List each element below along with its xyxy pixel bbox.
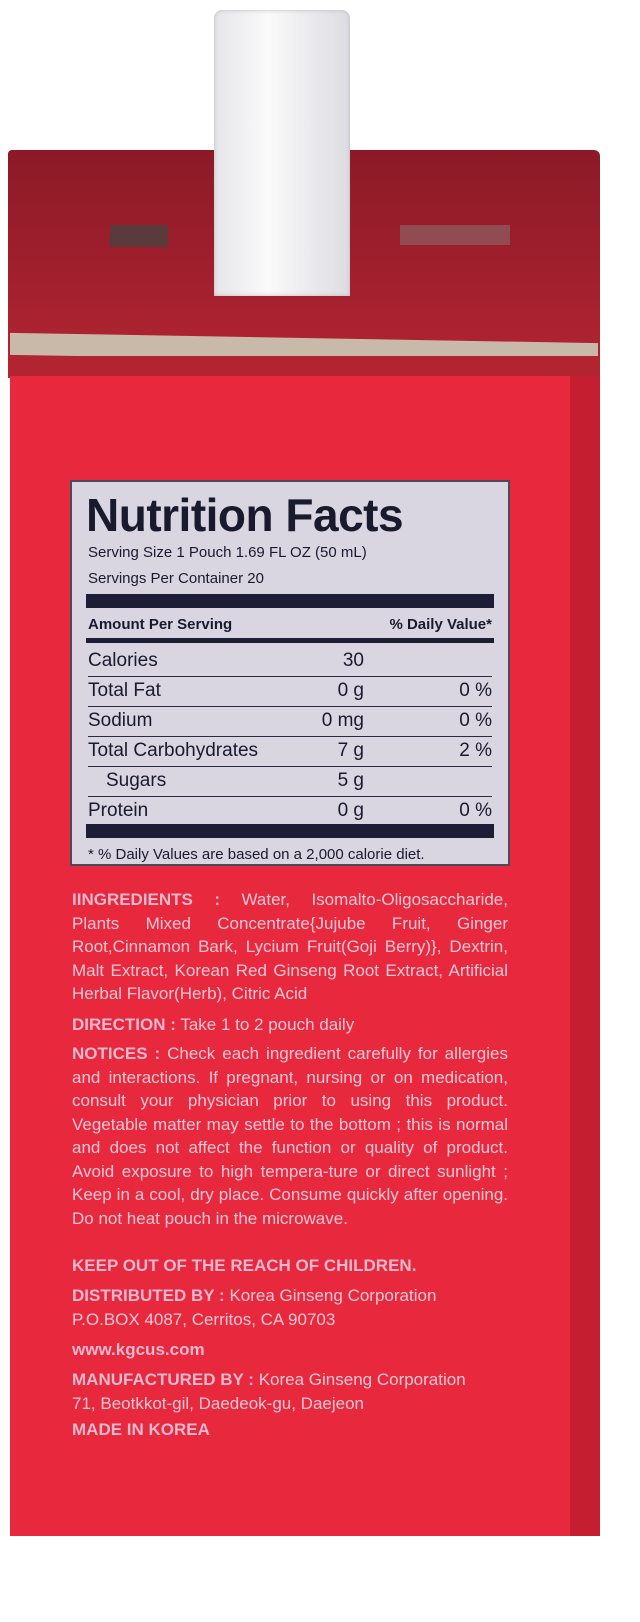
nutrient-dv: 0 % xyxy=(459,800,492,821)
dv-header: % Daily Value* xyxy=(389,616,492,633)
distributed-label: DISTRIBUTED BY : xyxy=(72,1286,225,1305)
nutrition-facts-panel: Nutrition Facts Serving Size 1 Pouch 1.6… xyxy=(70,480,510,866)
notices-text: Check each ingredient carefully for alle… xyxy=(72,1044,508,1228)
nutrient-amount: 0 g xyxy=(337,800,364,821)
direction: DIRECTION : Take 1 to 2 pouch daily xyxy=(72,1013,508,1037)
nutrient-dv: 0 % xyxy=(459,710,492,731)
ingredients: IINGREDIENTS : Water, Isomalto-Oligosacc… xyxy=(72,888,508,1006)
nutrient-amount: 0 mg xyxy=(321,710,364,731)
nutrient-row: Sodium 0 mg 0 % xyxy=(88,706,492,737)
nutrient-name: Total Carbohydrates xyxy=(88,740,259,761)
nutrient-row: Total Carbohydrates 7 g 2 % xyxy=(88,736,492,767)
nutrient-name: Sodium xyxy=(88,710,153,731)
warning: KEEP OUT OF THE REACH OF CHILDREN. xyxy=(72,1256,417,1275)
footnote: * % Daily Values are based on a 2,000 ca… xyxy=(88,846,425,863)
box-edge xyxy=(570,376,600,1536)
servings-per-container: Servings Per Container 20 xyxy=(88,570,264,587)
thick-divider xyxy=(86,594,494,608)
header-row: Amount Per Serving % Daily Value* xyxy=(88,616,492,633)
nutrient-dv: 2 % xyxy=(459,740,492,761)
nutrient-amount: 30 xyxy=(342,650,364,671)
website: www.kgcus.com xyxy=(72,1340,205,1359)
origin: MADE IN KOREA xyxy=(72,1420,210,1439)
distributor-address: P.O.BOX 4087, Cerritos, CA 90703 xyxy=(72,1309,336,1329)
nutrient-amount: 0 g xyxy=(337,680,364,701)
ingredients-label: IINGREDIENTS : xyxy=(72,890,221,909)
notices: NOTICES : Check each ingredient carefull… xyxy=(72,1042,508,1230)
distributor: DISTRIBUTED BY : Korea Ginseng Corporati… xyxy=(72,1284,508,1331)
lid-flap xyxy=(10,356,598,378)
manufactured-label: MANUFACTURED BY : xyxy=(72,1370,254,1389)
distributor-name: Korea Ginseng Corporation xyxy=(229,1286,437,1305)
direction-label: DIRECTION : xyxy=(72,1015,176,1034)
nutrition-title: Nutrition Facts xyxy=(86,489,404,541)
manufacturer-address: 71, Beotkkot-gil, Daedeok-gu, Daejeon xyxy=(72,1393,365,1413)
manufacturer-name: Korea Ginseng Corporation xyxy=(258,1370,466,1389)
lid-marking xyxy=(400,225,510,245)
nutrient-row: Protein 0 g 0 % xyxy=(88,796,492,826)
thick-divider xyxy=(86,824,494,838)
manufacturer: MANUFACTURED BY : Korea Ginseng Corporat… xyxy=(72,1368,508,1415)
nutrient-name: Sugars xyxy=(106,770,167,791)
nutrient-row: Total Fat 0 g 0 % xyxy=(88,676,492,707)
nutrient-name: Protein xyxy=(88,800,149,821)
nutrient-dv: 0 % xyxy=(459,680,492,701)
lid-marking xyxy=(110,225,168,247)
direction-text: Take 1 to 2 pouch daily xyxy=(180,1015,355,1034)
divider xyxy=(86,638,494,643)
nutrient-amount: 7 g xyxy=(337,740,364,761)
nutrient-row: Sugars 5 g xyxy=(88,766,492,797)
amount-header: Amount Per Serving xyxy=(88,616,233,633)
ingredients-text: Water, Isomalto-Oligosaccharide, Plants … xyxy=(72,890,508,1003)
nutrient-amount: 5 g xyxy=(337,770,364,791)
nutrient-name: Total Fat xyxy=(88,680,161,701)
notices-label: NOTICES : xyxy=(72,1044,161,1063)
nutrient-name: Calories xyxy=(88,650,158,671)
serving-size: Serving Size 1 Pouch 1.69 FL OZ (50 mL) xyxy=(88,544,367,561)
nutrient-row: Calories 30 xyxy=(88,646,492,677)
carry-handle xyxy=(214,10,350,296)
